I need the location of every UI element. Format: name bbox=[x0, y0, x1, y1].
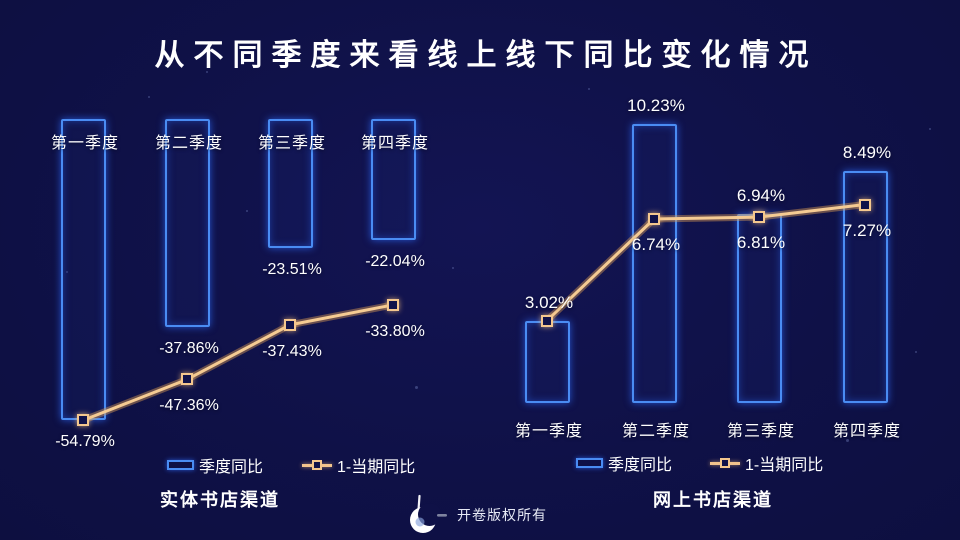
line-marker-q2 bbox=[648, 212, 660, 225]
copyright-footer: 开卷版权所有 bbox=[404, 494, 547, 536]
category-label: 第二季度 bbox=[154, 135, 224, 152]
star-decoration bbox=[452, 267, 454, 269]
category-label: 第二季度 bbox=[621, 423, 691, 440]
legend-item-line-left: 1-当期同比 bbox=[302, 453, 415, 477]
line-marker-q3 bbox=[753, 211, 765, 224]
line-value-label: 7.27% bbox=[842, 220, 892, 240]
star-decoration bbox=[246, 210, 248, 212]
category-label: 第一季度 bbox=[50, 135, 120, 152]
quarter-bar-q3 bbox=[267, 119, 313, 249]
line-marker-q1 bbox=[77, 414, 89, 427]
legend-item-line-right: 1-当期同比 bbox=[710, 451, 823, 475]
line-value-label: 6.81% bbox=[736, 233, 786, 253]
bar-value-label: 8.49% bbox=[842, 143, 892, 163]
category-label: 第一季度 bbox=[514, 423, 584, 440]
line-value-label: -37.43% bbox=[262, 342, 322, 360]
line-legend-swatch-icon bbox=[710, 457, 740, 469]
star-decoration bbox=[415, 386, 418, 389]
page-title: 从不同季度来看线上线下同比变化情况 bbox=[154, 39, 818, 72]
category-label: 第三季度 bbox=[257, 135, 327, 152]
line-legend-swatch-icon bbox=[302, 459, 332, 471]
quarter-bar-q1 bbox=[60, 119, 106, 421]
chart-title-physical-bookstore: 实体书店渠道 bbox=[160, 490, 280, 510]
star-decoration bbox=[148, 96, 150, 98]
line-value-label: -47.36% bbox=[159, 397, 219, 415]
line-value-label: 6.74% bbox=[631, 234, 681, 254]
bar-value-label: -22.04% bbox=[365, 253, 425, 271]
legend-line-label: 1-当期同比 bbox=[337, 459, 416, 476]
quarter-bar-q2 bbox=[164, 119, 210, 328]
bar-value-label: 6.94% bbox=[736, 185, 786, 205]
line-marker-q4 bbox=[387, 298, 399, 311]
copyright-text: 开卷版权所有 bbox=[457, 507, 547, 523]
star-decoration bbox=[206, 71, 208, 73]
category-label: 第四季度 bbox=[360, 135, 430, 152]
legend-item-bar-left: 季度同比 bbox=[167, 453, 263, 477]
bar-legend-swatch-icon bbox=[167, 460, 194, 470]
bar-value-label: 10.23% bbox=[627, 95, 685, 115]
star-decoration bbox=[915, 351, 917, 353]
chart-title-online-bookstore: 网上书店渠道 bbox=[653, 490, 773, 510]
openbook-crescent-logo-icon bbox=[410, 494, 447, 533]
category-label: 第三季度 bbox=[726, 423, 796, 440]
line-value-label: -33.80% bbox=[365, 322, 425, 340]
legend-bar-label: 季度同比 bbox=[199, 459, 264, 476]
legend-item-bar-right: 季度同比 bbox=[576, 451, 672, 475]
bar-value-label: -54.79% bbox=[55, 433, 115, 451]
legend-line-label: 1-当期同比 bbox=[745, 457, 824, 474]
category-label: 第四季度 bbox=[832, 423, 902, 440]
star-decoration bbox=[846, 439, 849, 442]
line-marker-q1 bbox=[541, 314, 553, 327]
quarter-bar-q1 bbox=[524, 320, 570, 403]
quarter-bar-q4 bbox=[370, 119, 416, 241]
line-marker-q2 bbox=[181, 373, 193, 386]
legend-bar-label: 季度同比 bbox=[608, 457, 673, 474]
line-marker-q4 bbox=[859, 198, 871, 211]
star-decoration bbox=[588, 88, 590, 90]
star-decoration bbox=[929, 128, 931, 130]
bar-legend-swatch-icon bbox=[576, 458, 603, 468]
bar-value-label: -37.86% bbox=[159, 340, 219, 358]
bar-value-label: -23.51% bbox=[262, 261, 322, 279]
star-decoration bbox=[66, 271, 68, 273]
quarter-bar-q2 bbox=[631, 123, 677, 403]
bar-value-label: 3.02% bbox=[524, 292, 574, 312]
line-marker-q3 bbox=[284, 318, 296, 331]
